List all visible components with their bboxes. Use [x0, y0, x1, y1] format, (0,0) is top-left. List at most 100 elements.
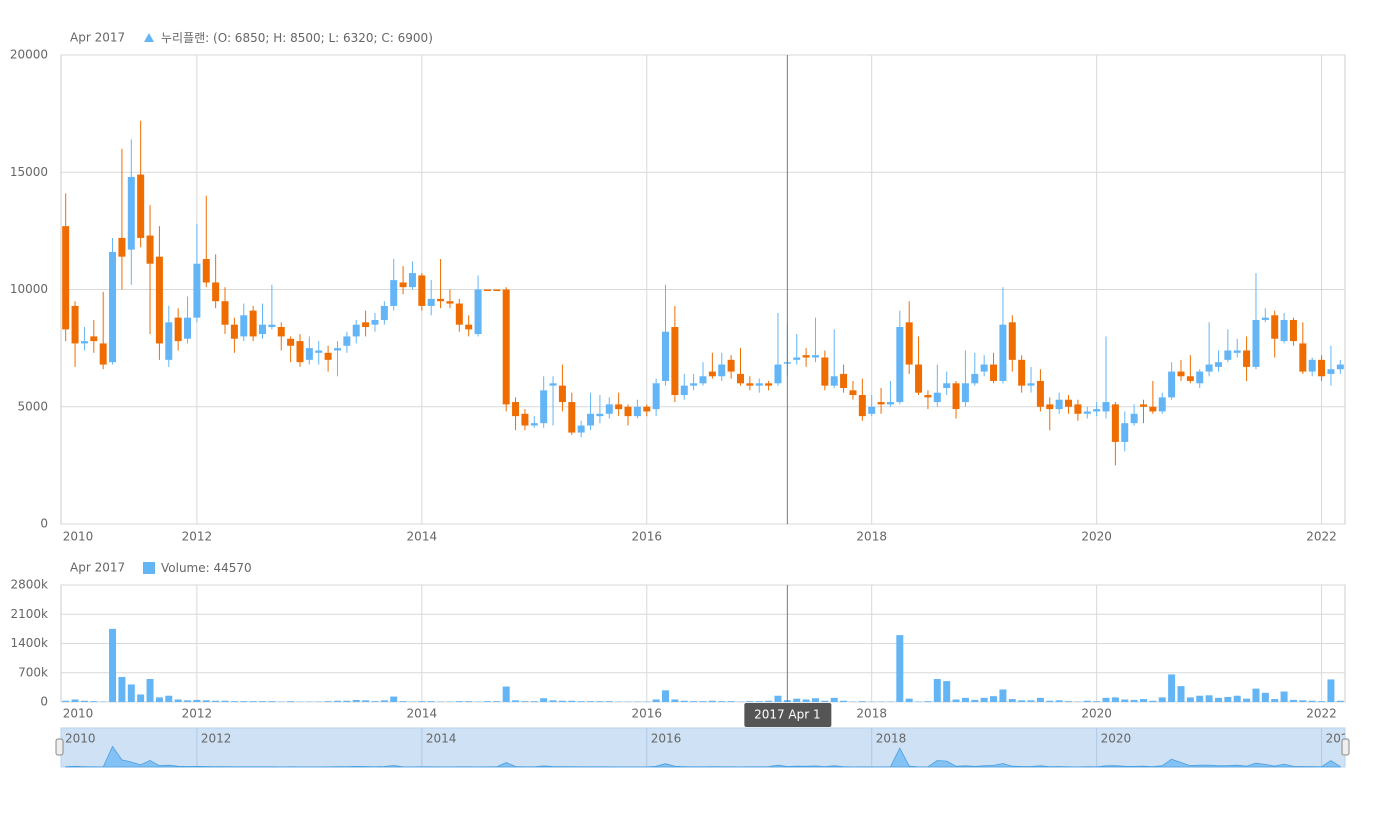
volume-bar	[230, 701, 238, 702]
navigator-label: 2012	[201, 732, 232, 746]
candle-body	[840, 373, 848, 388]
volume-bar	[840, 700, 848, 702]
volume-bar	[221, 700, 229, 702]
volume-bar	[530, 701, 538, 702]
volume-bar	[568, 700, 576, 702]
candle-body	[699, 376, 707, 384]
candle-body	[858, 395, 866, 417]
legend-text: 누리플랜: (O: 6850; H: 8500; L: 6320; C: 690…	[161, 31, 433, 45]
volume-bar	[343, 700, 351, 702]
x-tick-label: 2014	[407, 707, 438, 721]
candle-body	[71, 305, 79, 344]
x-tick-label: 2016	[631, 530, 662, 544]
x-tick-label: 2012	[182, 530, 213, 544]
candle-body	[568, 402, 576, 433]
candle-body	[821, 357, 829, 386]
volume-bar	[1233, 695, 1241, 702]
candle-body	[474, 289, 482, 335]
volume-bar	[259, 701, 267, 702]
candle-body	[493, 289, 501, 291]
candle-body	[1130, 413, 1138, 424]
volume-bar	[1130, 699, 1138, 702]
candle-body	[849, 390, 857, 396]
volume-bar	[62, 700, 70, 702]
x-tick-label: 2020	[1081, 530, 1112, 544]
volume-bar	[1280, 691, 1288, 702]
volume-bar	[371, 701, 379, 702]
candle-body	[127, 176, 135, 250]
candle-body	[146, 235, 154, 264]
volume-bar	[652, 699, 660, 702]
volume-bar	[858, 701, 866, 702]
candle-body	[137, 174, 145, 238]
candle-body	[1168, 371, 1176, 398]
navigator-handle[interactable]	[55, 738, 64, 756]
y-tick-label: 0	[40, 695, 48, 709]
candle-body	[502, 289, 510, 405]
candle-body	[80, 341, 88, 344]
candle-body	[990, 364, 998, 381]
candle-body	[952, 383, 960, 410]
volume-bar	[811, 698, 819, 702]
volume-bar	[193, 699, 201, 702]
volume-bar	[137, 694, 145, 702]
candle-body	[708, 371, 716, 377]
candle-body	[605, 404, 613, 414]
volume-bar	[71, 699, 79, 702]
candle-body	[1261, 317, 1269, 320]
navigator-handle[interactable]	[1341, 738, 1350, 756]
volume-bar	[577, 701, 585, 702]
volume-bar	[1168, 674, 1176, 702]
candle-body	[1008, 322, 1016, 360]
volume-bar	[418, 701, 426, 702]
volume-bar	[540, 698, 548, 702]
candle-body	[362, 322, 370, 328]
volume-bar	[1318, 701, 1326, 702]
candle-body	[118, 237, 126, 257]
candle-body	[1111, 404, 1119, 442]
y-tick-label: 15000	[10, 165, 48, 179]
candle-body	[109, 251, 117, 363]
volume-bar	[1289, 699, 1297, 702]
volume-bar	[1186, 697, 1194, 702]
candle-body	[961, 383, 969, 403]
volume-bar	[1243, 698, 1251, 702]
volume-bar	[990, 696, 998, 702]
volume-bar	[1055, 700, 1063, 702]
volume-bar	[1252, 688, 1260, 702]
volume-bar	[118, 676, 126, 702]
volume-bar	[1111, 697, 1119, 702]
x-tick-label: 2012	[182, 707, 213, 721]
candle-body	[980, 364, 988, 372]
navigator-window[interactable]	[60, 727, 1346, 768]
volume-bar	[455, 701, 463, 702]
volume-bar	[521, 701, 529, 702]
candle-body	[418, 275, 426, 306]
volume-bar	[802, 699, 810, 702]
candle-body	[296, 341, 304, 363]
candle-body	[1196, 371, 1204, 384]
volume-bar	[109, 628, 117, 702]
candle-body	[184, 317, 192, 339]
volume-bar	[746, 701, 754, 702]
candle-body	[1036, 380, 1044, 407]
candle-body	[380, 305, 388, 320]
candle-body	[174, 317, 182, 342]
volume-bar	[558, 700, 566, 702]
candle-body	[774, 364, 782, 384]
volume-bar	[1308, 700, 1316, 702]
candle-body	[1074, 404, 1082, 414]
candle-body	[155, 256, 163, 344]
candle-body	[1102, 402, 1110, 412]
legend-values: : 44570	[206, 561, 252, 575]
candle-body	[1018, 359, 1026, 386]
navigator-label: 2020	[1101, 732, 1132, 746]
volume-bar	[1027, 700, 1035, 702]
volume-bar	[1093, 701, 1101, 702]
candle-body	[793, 357, 801, 360]
candle-body	[727, 359, 735, 372]
volume-bar	[502, 686, 510, 702]
candle-body	[1121, 423, 1129, 442]
volume-bar	[774, 695, 782, 702]
x-tick-label: 2018	[856, 530, 887, 544]
